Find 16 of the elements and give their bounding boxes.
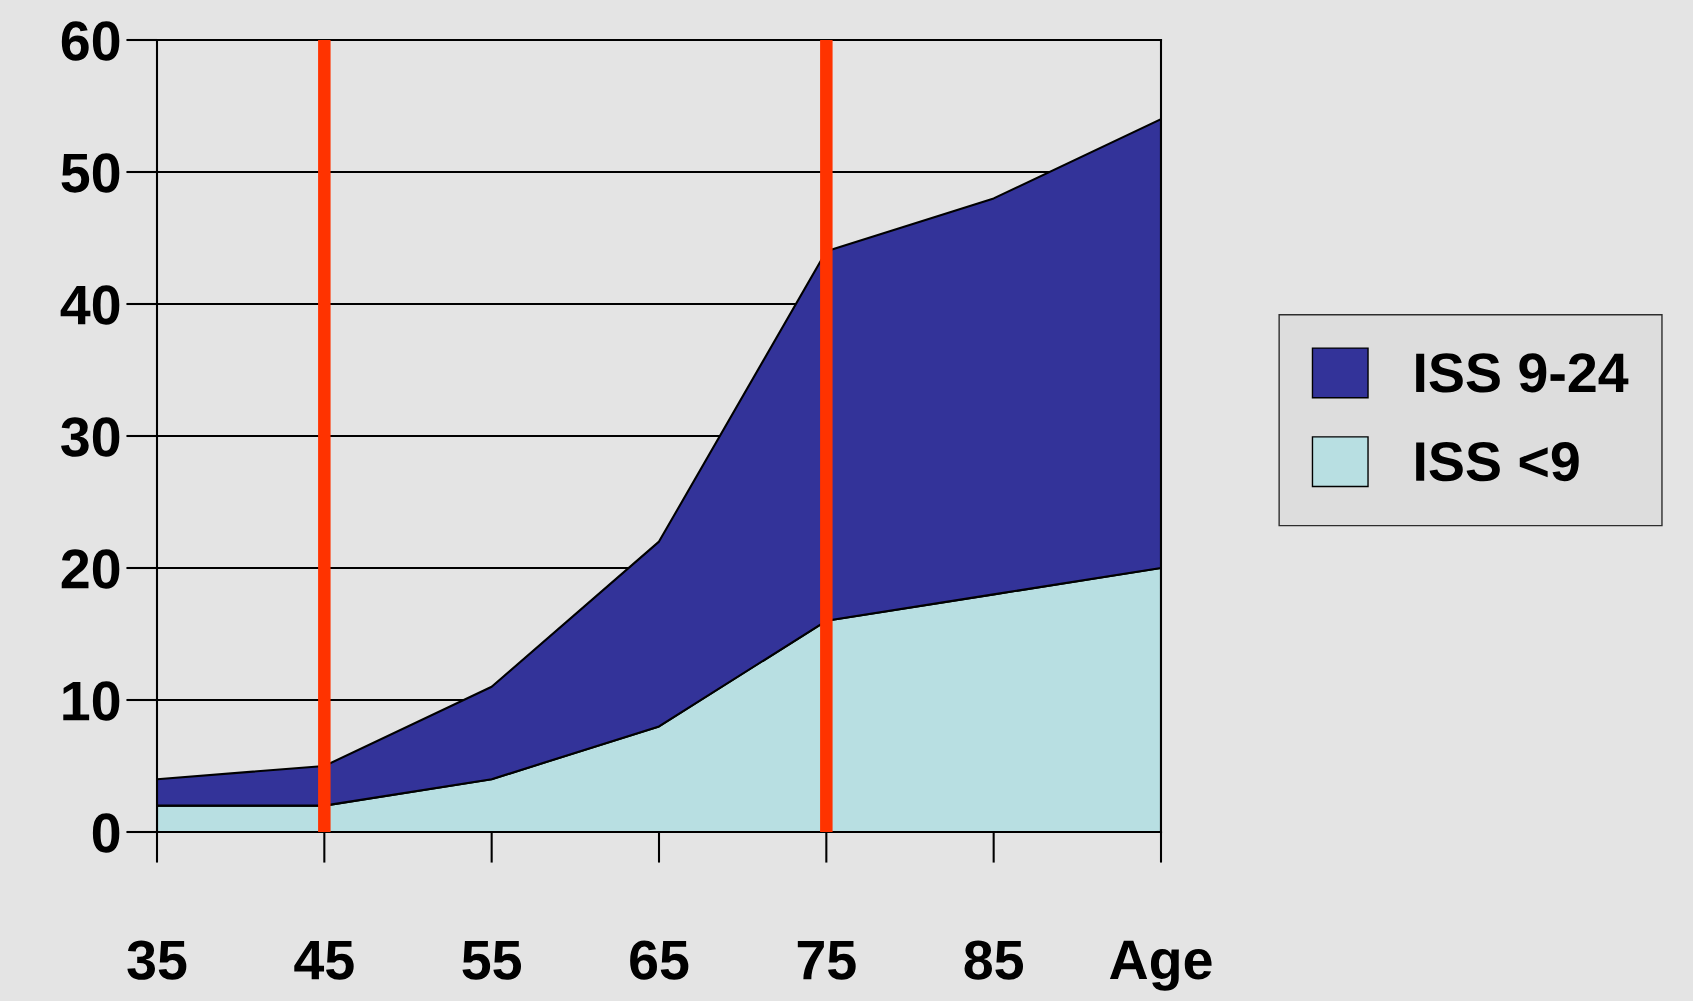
- legend-label: ISS 9-24: [1416, 353, 1629, 393]
- x-tick-label: 45: [294, 940, 354, 980]
- y-tick-label: 30: [61, 417, 120, 457]
- y-tick-label: 10: [63, 681, 120, 721]
- x-tick-label: 75: [797, 940, 856, 980]
- x-tick-label: 35: [127, 940, 187, 980]
- y-tick-label: 0: [92, 813, 120, 853]
- legend-label: ISS <9: [1416, 441, 1579, 482]
- x-tick-label: Age: [1109, 940, 1212, 991]
- x-tick-label: 85: [964, 940, 1024, 980]
- y-tick-label: 40: [60, 285, 120, 325]
- x-tick-label: 65: [630, 940, 689, 980]
- y-tick-label: 20: [61, 549, 120, 589]
- y-tick-label: 50: [61, 153, 120, 193]
- x-tick-label: 55: [462, 940, 522, 980]
- y-tick-label: 60: [61, 21, 120, 61]
